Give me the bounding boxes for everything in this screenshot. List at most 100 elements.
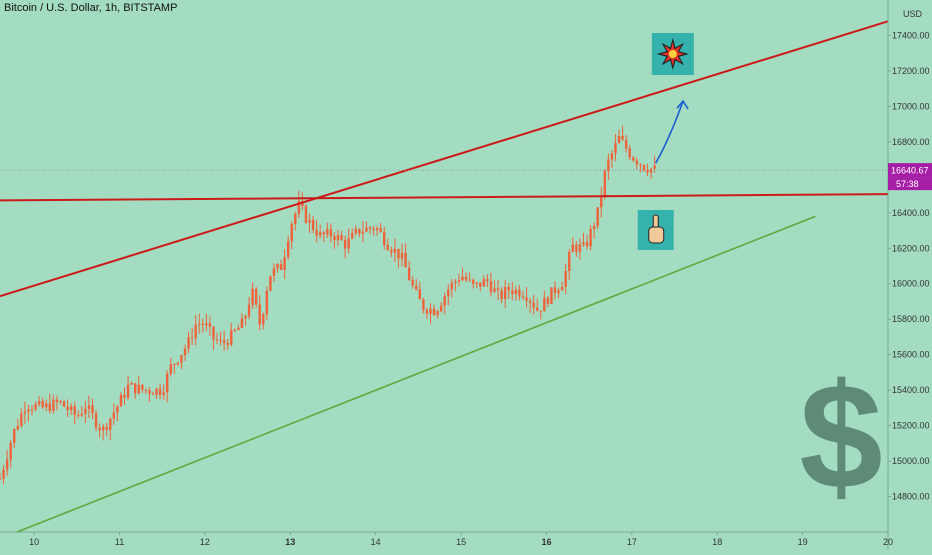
candle-body bbox=[205, 323, 208, 326]
candle-body bbox=[91, 405, 94, 414]
candle-body bbox=[639, 164, 642, 166]
candle-body bbox=[560, 286, 564, 291]
x-tick-label: 17 bbox=[627, 537, 637, 547]
candle-body bbox=[347, 238, 350, 249]
candle-body bbox=[27, 409, 30, 412]
candle-body bbox=[62, 401, 66, 407]
candle-body bbox=[340, 235, 343, 240]
candle-body bbox=[45, 403, 48, 408]
candle-body bbox=[532, 302, 535, 308]
candle-body bbox=[536, 307, 539, 311]
candle-body bbox=[251, 288, 254, 305]
candle-body bbox=[318, 232, 322, 236]
y-tick-label: 16400.00 bbox=[892, 208, 930, 218]
candle-body bbox=[176, 362, 180, 365]
candle-body bbox=[219, 340, 222, 342]
candle-body bbox=[98, 427, 101, 431]
candle-body bbox=[190, 337, 194, 339]
countdown-tag bbox=[888, 177, 932, 191]
candle-body bbox=[600, 195, 603, 208]
candle-body bbox=[272, 268, 276, 276]
candle-body bbox=[486, 278, 489, 282]
candle-body bbox=[0, 478, 2, 480]
candle-body bbox=[23, 411, 27, 414]
candle-body bbox=[304, 206, 308, 223]
candle-body bbox=[59, 401, 62, 403]
y-tick-label: 16800.00 bbox=[892, 137, 930, 147]
candle-body bbox=[525, 297, 528, 301]
y-tick-label: 15600.00 bbox=[892, 350, 930, 360]
candle-body bbox=[336, 235, 340, 240]
candle-body bbox=[553, 287, 557, 294]
x-tick-label: 19 bbox=[798, 537, 808, 547]
candle-body bbox=[166, 373, 169, 393]
candle-body bbox=[372, 228, 375, 230]
candle-body bbox=[5, 459, 9, 470]
candle-body bbox=[144, 389, 148, 391]
candle-body bbox=[507, 286, 510, 291]
candle-body bbox=[20, 413, 23, 427]
candle-body bbox=[489, 281, 493, 293]
x-tick-label: 11 bbox=[115, 537, 124, 547]
candle-body bbox=[610, 153, 614, 160]
candle-body bbox=[169, 364, 172, 374]
price-axis: 14800.00 15000.00 15200.00 15400.00 15600.00… bbox=[887, 0, 932, 550]
candle-body bbox=[286, 241, 290, 258]
candle-body bbox=[649, 168, 653, 173]
candle-body bbox=[215, 339, 219, 341]
candle-body bbox=[247, 304, 251, 317]
candle-body bbox=[16, 426, 19, 430]
candle-body bbox=[55, 399, 59, 403]
candle-body bbox=[528, 300, 532, 303]
time-axis: 10 11 12 13 14 15 16 17 18 19 20 bbox=[0, 531, 893, 547]
candle-body bbox=[322, 232, 325, 235]
candle-body bbox=[521, 296, 525, 298]
candle-body bbox=[596, 207, 599, 226]
candle-body bbox=[390, 249, 393, 253]
candle-body bbox=[183, 348, 187, 356]
x-tick-label: 12 bbox=[200, 537, 210, 547]
candle-body bbox=[418, 289, 422, 300]
candle-body bbox=[617, 136, 621, 144]
candle-body bbox=[539, 310, 542, 312]
candle-body bbox=[80, 413, 84, 416]
y-tick-label: 16000.00 bbox=[892, 279, 930, 289]
candle-body bbox=[283, 257, 286, 270]
x-tick-label: 18 bbox=[712, 537, 722, 547]
candle-body bbox=[77, 415, 80, 417]
candle-body bbox=[578, 244, 582, 252]
candle-body bbox=[589, 228, 592, 247]
candle-body bbox=[52, 399, 55, 411]
candle-body bbox=[404, 252, 407, 268]
y-tick-label: 15400.00 bbox=[892, 385, 930, 395]
x-tick-label: 15 bbox=[456, 537, 466, 547]
candle-body bbox=[550, 287, 553, 304]
candle-body bbox=[41, 401, 44, 408]
candle-body bbox=[101, 426, 105, 431]
candle-body bbox=[621, 136, 624, 140]
candle-body bbox=[461, 276, 464, 281]
candle-body bbox=[358, 228, 361, 234]
horizontal-resistance-line bbox=[0, 193, 889, 202]
projection-arrow bbox=[655, 100, 684, 164]
candle-body bbox=[254, 288, 258, 305]
candle-body bbox=[635, 160, 639, 165]
candle-body bbox=[9, 442, 12, 460]
y-tick-label: 15200.00 bbox=[892, 421, 930, 431]
candle-body bbox=[73, 406, 76, 416]
candle-body bbox=[265, 290, 269, 315]
candle-body bbox=[133, 383, 137, 394]
candle-body bbox=[443, 296, 446, 306]
candle-body bbox=[258, 304, 261, 325]
candle-body bbox=[123, 394, 126, 398]
candle-body bbox=[646, 170, 649, 173]
candle-body bbox=[119, 394, 123, 407]
candle-body bbox=[564, 270, 567, 287]
y-tick-label: 14800.00 bbox=[892, 492, 930, 502]
candle-body bbox=[208, 323, 212, 327]
candle-body bbox=[624, 139, 628, 149]
candle-body bbox=[482, 278, 486, 287]
candle-body bbox=[432, 308, 436, 316]
candle-body bbox=[653, 165, 656, 169]
